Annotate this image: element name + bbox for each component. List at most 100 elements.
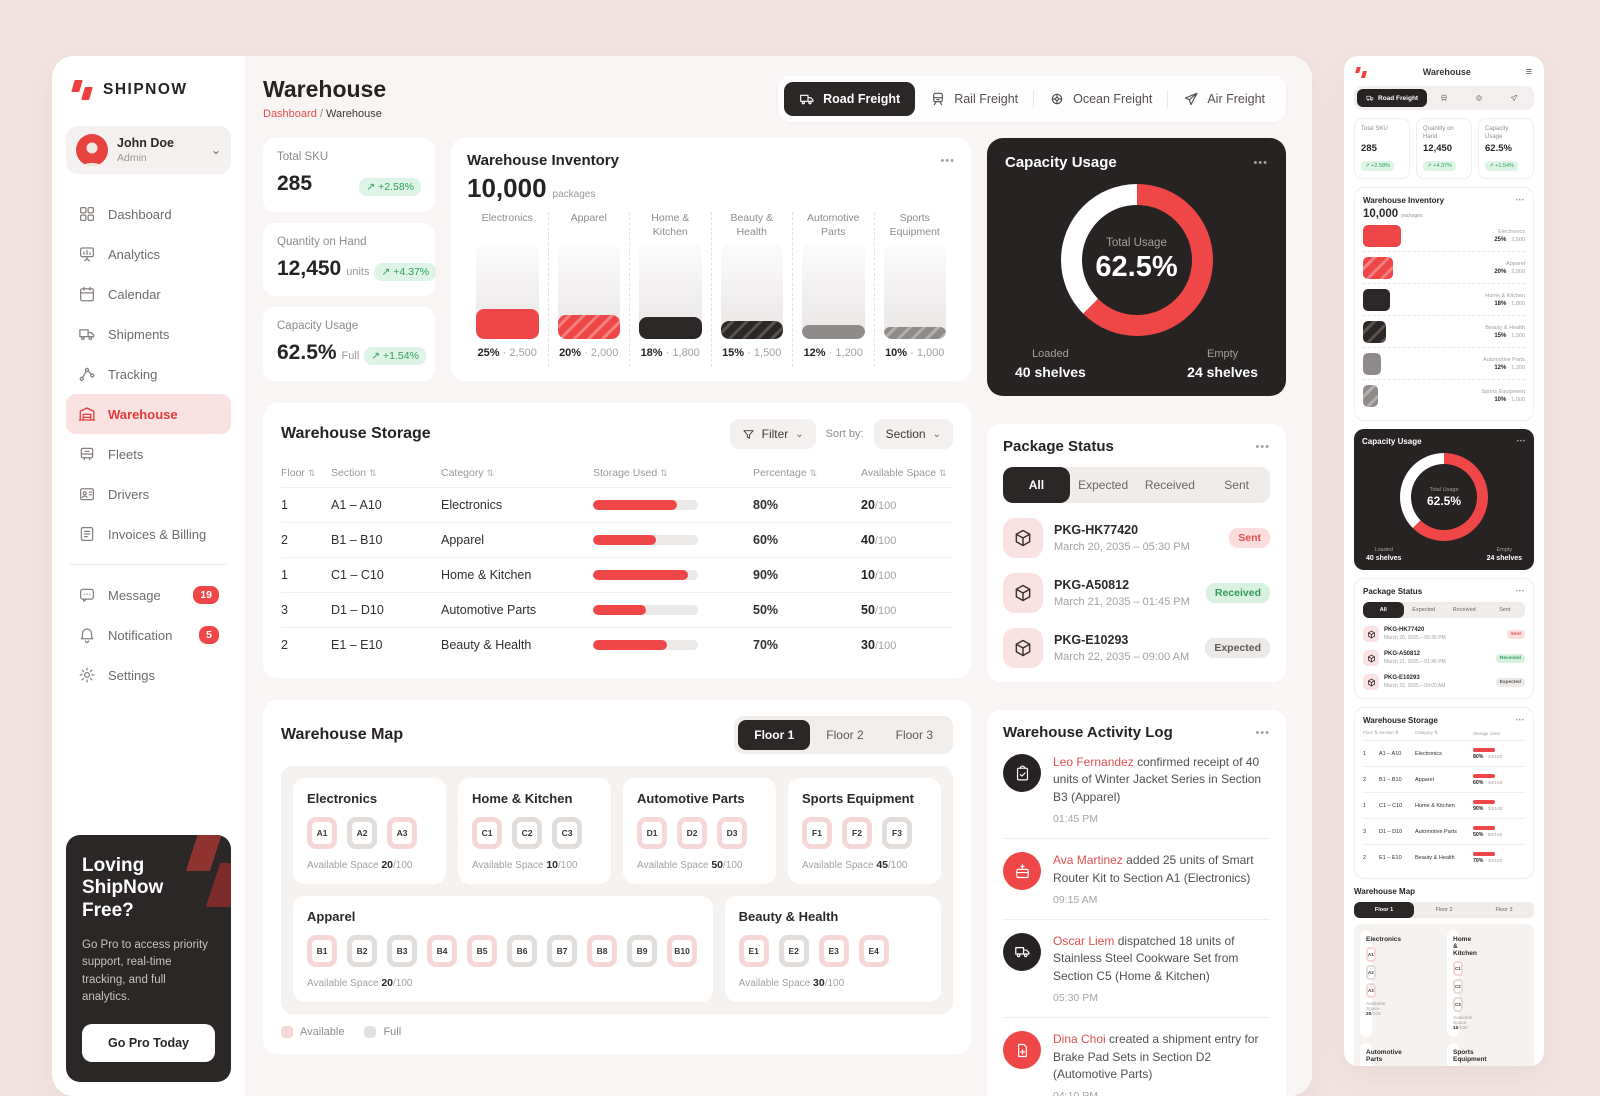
sidebar-item-tracking[interactable]: Tracking [66, 354, 231, 394]
sidebar-item-drivers[interactable]: Drivers [66, 474, 231, 514]
tab-all[interactable]: All [1003, 467, 1070, 503]
tab-ocean-freight[interactable] [1462, 94, 1497, 102]
package-item[interactable]: PKG-E10293 March 22, 2035 – 09:00 AM Exp… [1363, 674, 1525, 690]
sidebar-item-fleets[interactable]: Fleets [66, 434, 231, 474]
shelf-cell[interactable]: C2 [512, 817, 542, 849]
shelf-cell[interactable]: B3 [387, 935, 417, 967]
shelf-cell[interactable]: F2 [842, 817, 872, 849]
shelf-cell[interactable]: B6 [507, 935, 537, 967]
tab-road-freight[interactable]: Road Freight [784, 82, 916, 116]
profile-menu[interactable]: John Doe Admin ⌄ [66, 126, 231, 174]
col-storage-used[interactable]: Storage Used ⇅ [593, 467, 668, 479]
tab-expected[interactable]: Expected [1078, 478, 1129, 492]
shelf-cell[interactable]: C3 [1453, 997, 1463, 1012]
shelf-cell[interactable]: B2 [347, 935, 377, 967]
tab-air-freight[interactable] [1496, 94, 1531, 102]
package-list: PKG-HK77420 March 20, 2035 – 05:30 PM Se… [1363, 626, 1525, 690]
col-percentage[interactable]: Percentage ⇅ [753, 467, 818, 479]
sidebar-item-analytics[interactable]: Analytics [66, 234, 231, 274]
col-section[interactable]: Section ⇅ [331, 467, 377, 479]
sidebar-item-warehouse[interactable]: Warehouse [66, 394, 231, 434]
hamburger-menu-icon[interactable]: ≡ [1525, 66, 1532, 78]
shelf-cell[interactable]: A2 [1366, 965, 1376, 980]
sidebar-item-settings[interactable]: Settings [66, 655, 231, 695]
tab-rail-freight[interactable]: Rail Freight [915, 82, 1033, 116]
shelf-cell[interactable]: D3 [717, 817, 747, 849]
col-floor[interactable]: Floor ⇅ [281, 467, 316, 479]
shelf-cell[interactable]: C3 [552, 817, 582, 849]
shelf-cell[interactable]: E3 [818, 935, 849, 967]
shelf-cell[interactable]: A1 [307, 817, 337, 849]
more-icon[interactable]: ••• [1515, 717, 1525, 724]
more-icon[interactable]: ••• [1515, 588, 1525, 595]
tab-floor-2[interactable]: Floor 2 [1435, 907, 1453, 913]
sidebar-item-calendar[interactable]: Calendar [66, 274, 231, 314]
tab-ocean-freight[interactable]: Ocean Freight [1034, 82, 1167, 116]
more-icon[interactable]: ••• [1255, 726, 1270, 739]
shelf-cell[interactable]: B9 [627, 935, 657, 967]
shelf-cell[interactable]: E1 [738, 935, 769, 967]
package-item[interactable]: PKG-HK77420 March 20, 2035 – 05:30 PM Se… [1363, 626, 1525, 642]
more-icon[interactable]: ••• [1255, 440, 1270, 453]
sidebar-item-dashboard[interactable]: Dashboard [66, 194, 231, 234]
more-icon[interactable]: ••• [1516, 438, 1526, 445]
tab-sent[interactable]: Sent [1499, 607, 1511, 613]
shelf-cell[interactable]: B5 [467, 935, 497, 967]
shelf-cell[interactable]: D1 [637, 817, 667, 849]
shelf-cell[interactable]: E2 [778, 935, 809, 967]
shelf-cell[interactable]: F3 [882, 817, 912, 849]
shelf-cell[interactable]: E4 [858, 935, 889, 967]
sort-select[interactable]: Section ⌄ [873, 419, 953, 449]
tab-floor-3[interactable]: Floor 3 [895, 728, 933, 742]
bar [1363, 385, 1378, 407]
shelf-cell[interactable]: B10 [667, 935, 697, 967]
sidebar-item-message[interactable]: Message 19 [66, 575, 231, 615]
filter-button[interactable]: Filter ⌄ [729, 419, 816, 449]
tab-sent[interactable]: Sent [1224, 478, 1249, 492]
tab-received[interactable]: Received [1452, 607, 1476, 613]
shelf-cell[interactable]: C1 [1453, 961, 1463, 976]
tab-rail-freight[interactable] [1427, 94, 1462, 102]
tab-air-freight[interactable]: Air Freight [1168, 82, 1280, 116]
sidebar-item-shipments[interactable]: Shipments [66, 314, 231, 354]
package-item[interactable]: PKG-HK77420 March 20, 2035 – 05:30 PM Se… [1003, 518, 1270, 558]
package-item[interactable]: PKG-E10293 March 22, 2035 – 09:00 AM Exp… [1003, 628, 1270, 668]
shelf-cell[interactable]: D2 [677, 817, 707, 849]
sidebar-item-invoices[interactable]: Invoices & Billing [66, 514, 231, 554]
truck-icon [79, 329, 95, 341]
shelf-cell[interactable]: B8 [587, 935, 617, 967]
shelf-cell[interactable]: A1 [1366, 947, 1376, 962]
shelf-cell[interactable]: B1 [307, 935, 337, 967]
tab-all[interactable]: All [1363, 602, 1404, 618]
package-box-icon [1003, 573, 1043, 613]
more-icon[interactable]: ••• [1253, 156, 1268, 169]
tab-road-freight[interactable]: Road Freight [1357, 89, 1428, 107]
shelf-cell[interactable]: C2 [1453, 979, 1463, 994]
shelf-cell[interactable]: A3 [1366, 983, 1376, 998]
tab-floor-2[interactable]: Floor 2 [826, 728, 864, 742]
shelf-cell[interactable]: B4 [427, 935, 457, 967]
breadcrumb-dashboard-link[interactable]: Dashboard [263, 108, 317, 120]
tab-floor-1[interactable]: Floor 1 [1354, 902, 1414, 918]
tab-floor-3[interactable]: Floor 3 [1495, 907, 1513, 913]
package-item[interactable]: PKG-A50812 March 21, 2035 – 01:45 PM Rec… [1363, 650, 1525, 666]
tab-expected[interactable]: Expected [1412, 607, 1436, 613]
shelf-cell[interactable]: A3 [387, 817, 417, 849]
storage-bar [593, 605, 698, 615]
go-pro-button[interactable]: Go Pro Today [82, 1024, 215, 1062]
shelf-cell[interactable]: C1 [472, 817, 502, 849]
tab-received[interactable]: Received [1144, 478, 1195, 492]
status-badge: Sent [1506, 629, 1525, 639]
more-icon[interactable]: ••• [1515, 197, 1525, 204]
more-icon[interactable]: ••• [940, 154, 955, 167]
package-item[interactable]: PKG-A50812 March 21, 2035 – 01:45 PM Rec… [1003, 573, 1270, 613]
shelf-cell[interactable]: F1 [802, 817, 832, 849]
tab-floor-1[interactable]: Floor 1 [738, 720, 811, 750]
col-available[interactable]: Available Space ⇅ [861, 467, 947, 479]
sidebar-item-label: Notification [108, 627, 173, 643]
col-category[interactable]: Category ⇅ [441, 467, 495, 479]
sidebar-item-notification[interactable]: Notification 5 [66, 615, 231, 655]
delta-badge: ↗ +2.58% [1361, 161, 1394, 171]
shelf-cell[interactable]: B7 [547, 935, 577, 967]
shelf-cell[interactable]: A2 [347, 817, 377, 849]
